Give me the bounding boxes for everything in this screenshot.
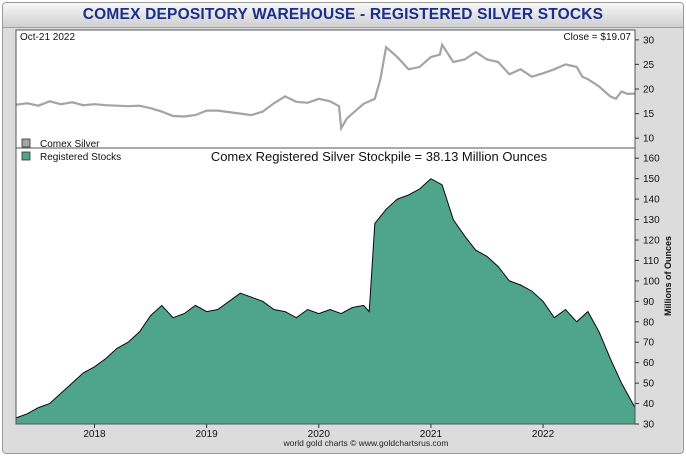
y-tick-label: 110: [643, 256, 659, 267]
y-tick-label: 160: [643, 154, 660, 165]
price-panel: [16, 30, 635, 148]
legend-swatch-stocks: [21, 151, 31, 161]
y-tick-label: 90: [643, 297, 655, 308]
chart-canvas: 10 15 20 25 30 30 40 50 60 70 80 90 100 110 120 130 140 1…: [15, 29, 673, 448]
y-tick-label: 60: [643, 358, 655, 369]
x-tick-label: 2018: [83, 429, 106, 440]
date-label: Oct-21 2022: [20, 32, 75, 43]
chart-title: COMEX DEPOSITORY WAREHOUSE - REGISTERED …: [3, 3, 683, 28]
y-tick-label: 130: [643, 215, 660, 226]
legend-swatch-silver: [21, 138, 31, 148]
registered-stocks-area: [15, 178, 636, 425]
y-tick-label: 40: [643, 399, 655, 410]
x-tick-label: 2020: [308, 429, 331, 440]
y-tick-label: 10: [643, 134, 655, 145]
x-tick-label: 2021: [420, 429, 443, 440]
silver-price-line: [15, 42, 636, 132]
y-tick-label: 70: [643, 338, 655, 349]
y-tick-label: 120: [643, 236, 660, 247]
x-tick-label: 2019: [196, 429, 219, 440]
y-tick-label: 50: [643, 379, 655, 390]
x-tick-label: 2022: [532, 429, 555, 440]
y-axis-title: Millions of Ounces: [663, 236, 673, 316]
legend-label-silver: Comex Silver: [40, 139, 100, 150]
close-label: Close = $19.07: [563, 32, 631, 43]
y-tick-label: 140: [643, 195, 660, 206]
y-tick-label: 20: [643, 85, 655, 96]
stocks-panel-border: [15, 147, 636, 425]
y-tick-label: 80: [643, 317, 655, 328]
stockpile-subtitle: Comex Registered Silver Stockpile = 38.1…: [211, 149, 548, 164]
y-tick-label: 150: [643, 174, 660, 185]
y-tick-label: 15: [643, 109, 655, 120]
y-tick-label: 30: [643, 420, 655, 431]
y-tick-label: 30: [643, 35, 655, 46]
footer-credit: world gold charts © www.goldchartsrus.co…: [283, 438, 449, 448]
legend-label-stocks: Registered Stocks: [40, 152, 121, 163]
y-tick-label: 25: [643, 60, 655, 71]
y-tick-label: 100: [643, 276, 660, 287]
